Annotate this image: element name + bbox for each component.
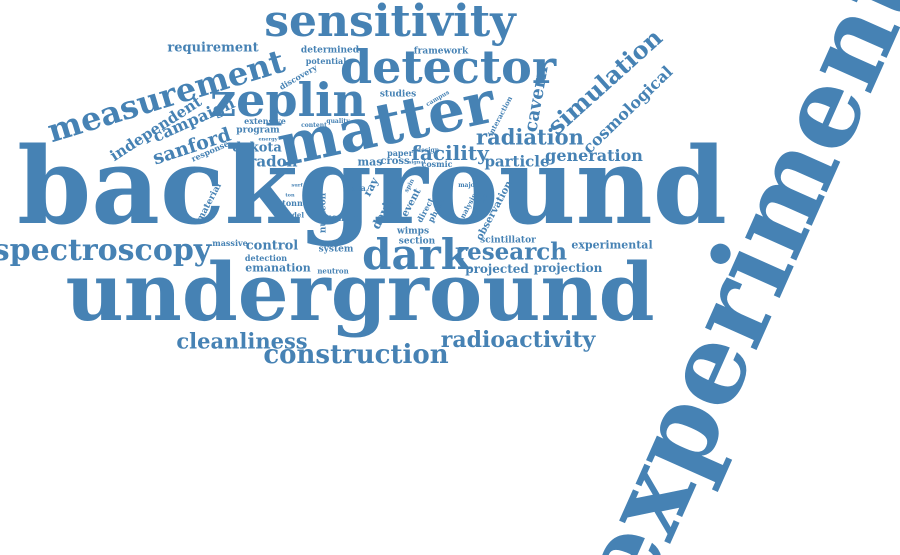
word-projection: projection (533, 261, 603, 275)
word-spectroscopy: spectroscopy (0, 233, 212, 268)
word-studies: studies (379, 89, 417, 100)
word-projected: projected (465, 262, 529, 276)
word-experimental: experimental (571, 238, 653, 252)
word-xenon: xenon (325, 213, 359, 224)
word-radioactivity: radioactivity (440, 327, 596, 353)
word-data: data (346, 183, 366, 193)
word-model: model (279, 210, 305, 220)
word-energy: energy (258, 136, 278, 143)
word-determined: determined (300, 45, 360, 56)
word-radiation: radiation (476, 124, 584, 150)
word-radon: radon (248, 152, 298, 171)
word-potential: potential (305, 56, 347, 66)
word-detection: detection (244, 253, 288, 263)
word-cleanliness: cleanliness (176, 328, 308, 354)
word-sensitivity: sensitivity (264, 0, 516, 47)
word-neutron: neutron (317, 266, 349, 276)
word-underground: underground (65, 245, 655, 339)
word-cross: cross (380, 156, 410, 167)
word-control: control (245, 238, 299, 254)
word-massive: massive (212, 238, 248, 248)
word-construction: construction (263, 340, 449, 370)
word-quality: quality (326, 118, 350, 125)
word-particle: particle (484, 152, 550, 171)
word-section: section (398, 236, 436, 247)
word-tonne: tonne (282, 198, 308, 208)
word-framework: framework (413, 46, 469, 57)
word-emanation: emanation (245, 261, 311, 275)
word-detector: detector (339, 40, 557, 94)
word-dark: dark (362, 230, 470, 279)
word-paper: paper (387, 148, 413, 158)
word-research: research (454, 238, 568, 266)
word-major: major (458, 182, 478, 189)
word-requirement: requirement (167, 40, 259, 56)
word-zeplin: zeplin (210, 73, 366, 127)
word-facility: facility (411, 141, 489, 165)
word-dakota: dakota (232, 140, 282, 156)
word-ton: ton (285, 192, 295, 199)
word-mas: mas (357, 155, 383, 169)
word-background: background (17, 123, 727, 248)
word-program: program (236, 125, 280, 136)
word-wimps: wimps (396, 226, 430, 237)
word-generation: generation (545, 146, 643, 165)
word-extensive: extensive (244, 116, 286, 126)
word-signal: signal (408, 159, 426, 166)
word-content: content (301, 122, 327, 129)
word-design: design (416, 147, 440, 154)
word-scintillator: scintillator (480, 235, 536, 246)
word-surf: surf (291, 182, 303, 189)
word-cosmic: cosmic (421, 159, 453, 169)
word-system: system (318, 244, 354, 255)
word-nucleon: nucleon (318, 192, 329, 234)
